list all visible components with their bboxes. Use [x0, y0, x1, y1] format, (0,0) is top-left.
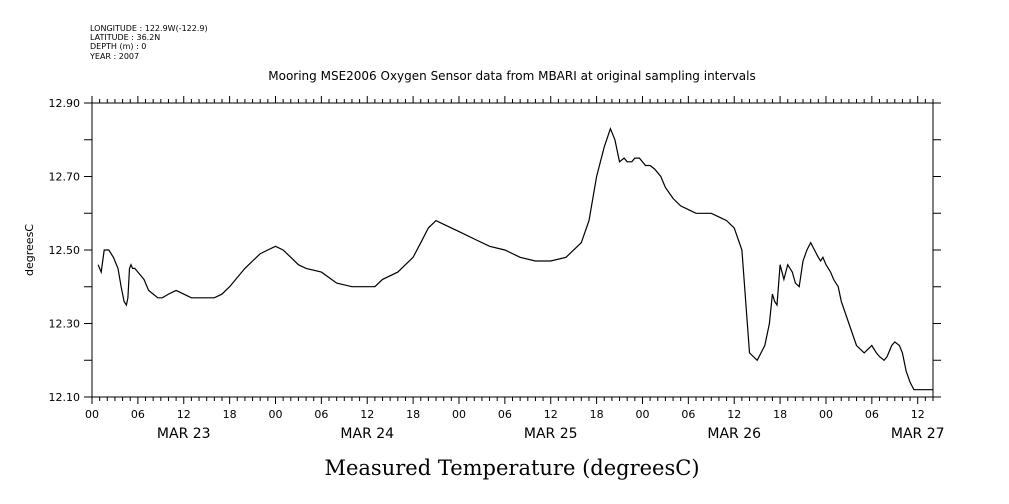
x-tick-label: 00: [452, 408, 466, 421]
x-tick-label: 12: [177, 408, 191, 421]
x-day-label: MAR 24: [340, 426, 394, 442]
ticks-layer: [84, 96, 941, 404]
x-axis-label: Measured Temperature (degreesC): [324, 456, 699, 480]
y-tick-label: 12.50: [49, 244, 81, 257]
x-tick-label: 06: [865, 408, 879, 421]
y-axis-label: degreesC: [23, 224, 36, 276]
y-tick-label: 12.10: [49, 391, 81, 404]
y-tick-label: 12.90: [49, 97, 81, 110]
x-tick-label: 12: [544, 408, 558, 421]
y-tick-label: 12.70: [49, 171, 81, 184]
series-line: [97, 126, 933, 391]
header-longitude: LONGITUDE : 122.9W(-122.9): [90, 24, 208, 33]
x-tick-label: 06: [498, 408, 512, 421]
x-tick-label: 00: [268, 408, 282, 421]
x-day-label: MAR 26: [707, 426, 761, 442]
x-tick-label: 06: [681, 408, 695, 421]
header-depth: DEPTH (m) : 0: [90, 42, 146, 51]
y-tick-label: 12.30: [49, 318, 81, 331]
x-tick-label: 00: [635, 408, 649, 421]
x-tick-label: 18: [773, 408, 787, 421]
x-day-label: MAR 23: [157, 426, 211, 442]
x-day-label: MAR 27: [891, 426, 945, 442]
x-tick-label: 00: [85, 408, 99, 421]
x-tick-label: 18: [406, 408, 420, 421]
x-tick-label: 18: [590, 408, 604, 421]
x-tick-label: 06: [314, 408, 328, 421]
x-day-label: MAR 25: [524, 426, 578, 442]
labels-layer: 00 06 12 18 00 06 12 18 00 06 12 18 00 06 12 18 00 06 12 MA…: [49, 97, 945, 442]
x-tick-label: 12: [727, 408, 741, 421]
x-tick-label: 12: [911, 408, 925, 421]
header-year: YEAR : 2007: [89, 52, 139, 61]
x-tick-label: 00: [819, 408, 833, 421]
chart-title: Mooring MSE2006 Oxygen Sensor data from …: [268, 69, 756, 83]
x-tick-label: 06: [131, 408, 145, 421]
x-tick-label: 18: [223, 408, 237, 421]
header-latitude: LATITUDE : 36.2N: [90, 33, 160, 42]
x-tick-label: 12: [360, 408, 374, 421]
